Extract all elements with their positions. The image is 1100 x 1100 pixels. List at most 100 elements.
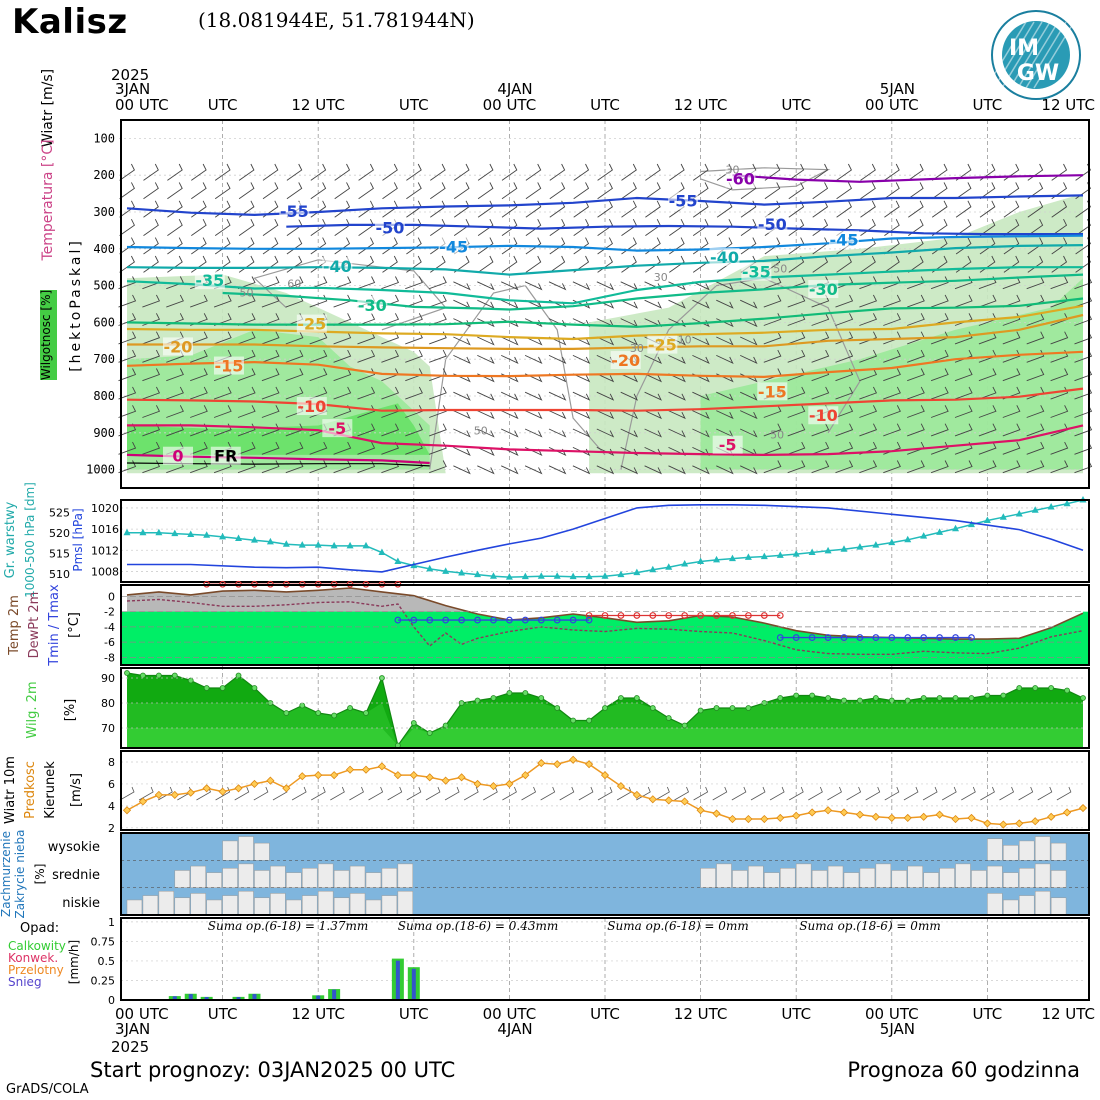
wind-barb [836,200,852,218]
cloud-bar [1034,863,1051,888]
thickness-marker [649,565,657,573]
wind-barb [645,182,661,200]
tmax-marker [681,612,689,619]
wind-speed-marker [696,806,705,815]
thickness-marker [123,528,131,536]
wind-barb [883,386,901,400]
wind-barb [596,391,615,401]
wind-barb [645,255,661,273]
wind-barb [214,237,231,255]
wind-barb [309,349,328,363]
wind-barb [644,391,662,401]
thickness-marker [983,516,991,523]
tmax-marker [665,612,673,619]
wind-direction-barb [291,786,307,801]
thickness-marker [442,567,450,574]
humidity-marker [140,672,146,679]
wind-direction-barb [138,786,154,801]
wind-tick-label: 4 [108,800,115,813]
wind-barb [381,423,400,437]
wind-barb [954,313,973,326]
wind-barb [572,354,591,364]
wind-barb [740,465,758,475]
wind-barb [406,163,422,181]
wind-barb [453,318,471,328]
wind-barb [597,200,613,218]
isotherm-label: -45 [439,237,468,256]
wind-barb [859,313,878,326]
wind-barb [501,336,519,346]
wind-barb [309,294,328,308]
wind-barb [621,218,637,236]
wind-barb [954,386,973,400]
wind-barb [309,276,328,290]
tminmax-label: Tmin / Tmax [47,584,62,667]
wind-barb [883,294,901,308]
wind-barb [334,182,351,200]
humidity-tick-label: 80 [101,697,115,710]
humidity-frame [120,667,1090,749]
wind-speed-marker [744,814,753,824]
wind-barb [190,386,208,400]
temp-tick-label: -8 [104,651,115,664]
wind-barb [597,237,613,255]
time-label-top: 00 UTC [865,96,919,114]
wind-direction-barb [406,786,422,801]
thickness-marker [697,557,705,564]
thickness-marker [936,528,944,535]
wind-barb [811,368,830,382]
cloud-bar [270,865,286,888]
rain-snow-bar [332,989,337,1000]
wind-barb [644,446,662,456]
wind-barb [572,410,591,420]
thickness-marker [713,555,721,563]
cloud-bar [397,890,414,916]
thickness-marker [203,531,211,538]
wind-barb [525,163,542,181]
wind-barb [310,182,327,200]
predkosc-label: Predkosc [23,761,38,819]
wind-unit-label: [m/s] [69,773,84,807]
wind-direction-barb [884,786,900,801]
wind-barb [525,237,542,255]
cloud-unit-label: [%] [33,864,47,885]
wind-barb [645,237,661,255]
wind-barb [1002,405,1021,418]
wind-barb [835,460,854,474]
wind-barb [1003,237,1020,255]
date-label-top: 4JAN [497,80,532,98]
thickness-marker [1063,499,1071,507]
time-label-bottom: 12 UTC [291,1005,345,1023]
humidity-marker [920,695,927,701]
wind-barb [357,386,376,400]
wind-barb [620,446,639,456]
thickness-marker [426,564,434,572]
isotherm-label-bg [610,351,641,370]
wind-barb [596,373,615,383]
cloud-bar [254,842,270,861]
wind-barb [955,200,972,218]
wind-barb [621,200,637,218]
wind-barb [286,163,303,181]
wind-barb [860,182,876,200]
wind-barb [930,349,949,363]
wind-speed-marker [330,771,339,780]
wind-speed-marker [170,790,179,799]
thickness-marker [999,513,1007,520]
cloud-bar [174,870,190,888]
tmax-marker [649,612,657,619]
humidity-marker [219,685,226,691]
wind-barb [167,237,183,255]
wind-speed-marker [1031,817,1040,826]
wind-barb [237,331,256,345]
wind-barb [907,368,925,382]
logo-stripe [1001,21,1043,89]
wind-barb [930,386,949,400]
cloud-bar [302,895,318,916]
wind-barb [978,386,997,400]
wind-barb [334,218,351,236]
dewpt2m-label: DewPt 2m [27,592,42,659]
wind-barb [930,405,949,418]
wind-barb [548,373,567,383]
wind-barb [333,276,352,290]
